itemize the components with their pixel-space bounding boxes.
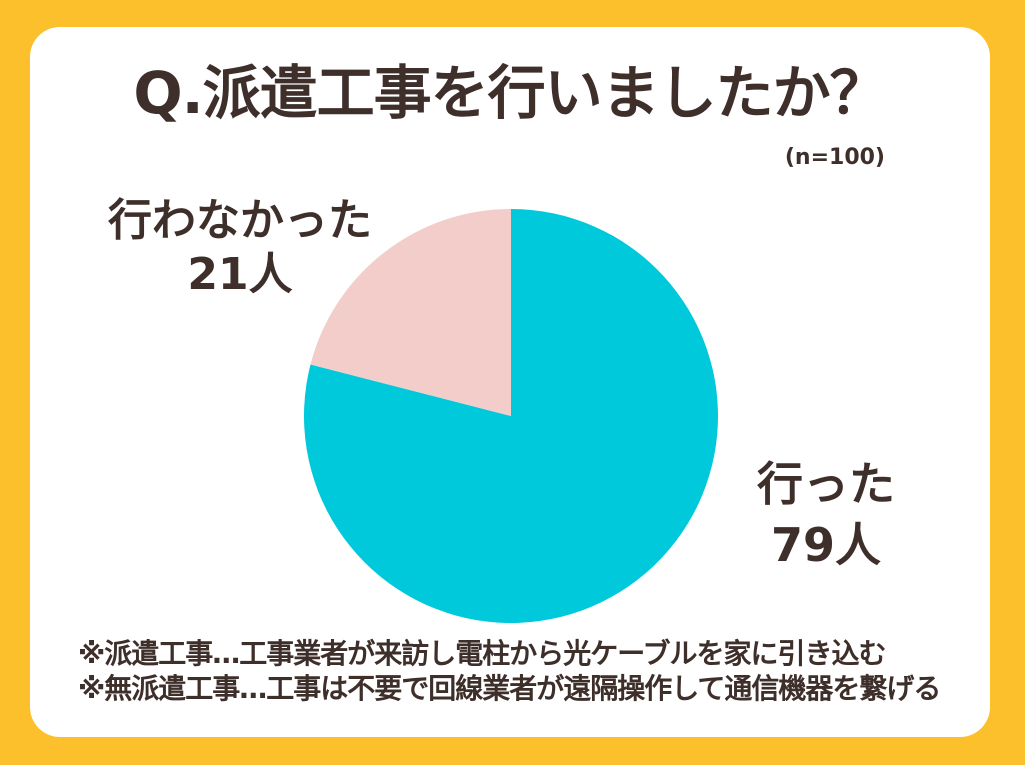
callout-did-not: 行わなかった 21人 [70,194,410,301]
pie-slice-0 [304,209,718,623]
callout-did-value: 79人 [770,517,881,572]
pie-slice-1 [310,209,511,416]
pie-chart [304,209,718,623]
callout-did-not-label: 行わなかった [108,195,372,246]
callout-did-not-value: 21人 [187,248,293,300]
footnote-no-dispatch: ※無派遣工事…工事は不要で回線業者が遠隔操作して通信機器を繋げる [78,672,941,705]
callout-did: 行った 79人 [656,454,996,575]
callout-did-label: 行った [757,457,895,511]
footnotes: ※派遣工事…工事業者が来訪し電柱から光ケーブルを家に引き込む ※無派遣工事…工事… [78,636,978,706]
footnote-dispatch: ※派遣工事…工事業者が来訪し電柱から光ケーブルを家に引き込む [78,637,887,670]
question-title: Q.派遣工事を行いましたか？ [133,59,887,127]
sample-size-label: (n=100) [784,145,885,170]
pie-chart-svg [304,209,718,623]
